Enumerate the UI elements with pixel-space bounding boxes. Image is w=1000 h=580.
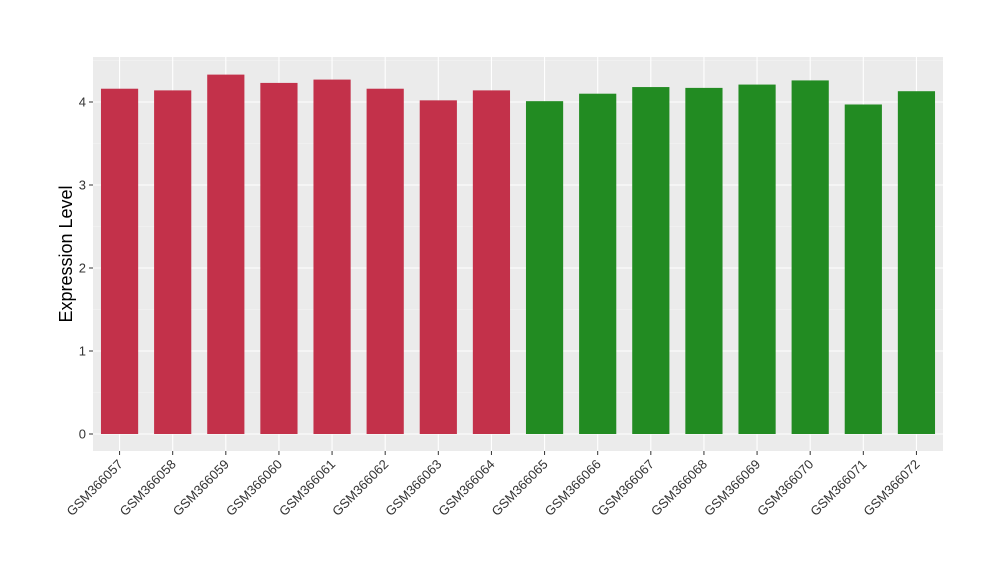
x-axis: GSM366057GSM366058GSM366059GSM366060GSM3… bbox=[63, 451, 923, 519]
bar-GSM366066 bbox=[579, 93, 617, 434]
x-tick-label: GSM366071 bbox=[807, 457, 869, 519]
bar-GSM366058 bbox=[154, 90, 192, 434]
y-axis: 0 1 2 3 4 bbox=[79, 95, 93, 442]
bar-GSM366065 bbox=[525, 101, 564, 435]
bar-GSM366063 bbox=[419, 100, 457, 434]
x-tick-label: GSM366065 bbox=[488, 457, 550, 519]
bar-GSM366060 bbox=[260, 82, 298, 434]
y-tick-label: 2 bbox=[79, 261, 86, 276]
bar-GSM366067 bbox=[632, 87, 670, 434]
bar-GSM366068 bbox=[685, 87, 723, 434]
x-tick-label: GSM366058 bbox=[117, 457, 179, 519]
x-tick-label: GSM366059 bbox=[170, 457, 232, 519]
x-tick-label: GSM366061 bbox=[276, 457, 338, 519]
bar-GSM366071 bbox=[844, 104, 882, 435]
y-axis-title: Expression Level bbox=[56, 185, 76, 322]
bar-GSM366057 bbox=[100, 88, 139, 434]
x-tick-label: GSM366063 bbox=[382, 457, 444, 519]
x-tick-label: GSM366066 bbox=[542, 457, 604, 519]
y-tick-label: 0 bbox=[79, 427, 86, 442]
bars bbox=[100, 74, 936, 435]
bar-GSM366072 bbox=[897, 91, 936, 435]
bar-GSM366062 bbox=[366, 88, 404, 434]
y-tick-label: 3 bbox=[79, 178, 86, 193]
x-tick-label: GSM366067 bbox=[595, 457, 657, 519]
x-tick-label: GSM366068 bbox=[648, 457, 710, 519]
bar-GSM366064 bbox=[472, 90, 511, 434]
x-tick-label: GSM366057 bbox=[63, 457, 125, 519]
bar-GSM366061 bbox=[313, 79, 351, 434]
bar-GSM366059 bbox=[207, 74, 245, 435]
x-tick-label: GSM366060 bbox=[223, 457, 285, 519]
x-tick-label: GSM366062 bbox=[329, 457, 391, 519]
y-tick-label: 4 bbox=[79, 95, 86, 110]
x-tick-label: GSM366072 bbox=[860, 457, 922, 519]
y-tick-label: 1 bbox=[79, 344, 86, 359]
x-tick-label: GSM366069 bbox=[701, 457, 763, 519]
bar-GSM366069 bbox=[738, 84, 776, 434]
x-tick-label: GSM366064 bbox=[435, 457, 497, 519]
bar-GSM366070 bbox=[791, 80, 829, 435]
x-tick-label: GSM366070 bbox=[754, 457, 816, 519]
